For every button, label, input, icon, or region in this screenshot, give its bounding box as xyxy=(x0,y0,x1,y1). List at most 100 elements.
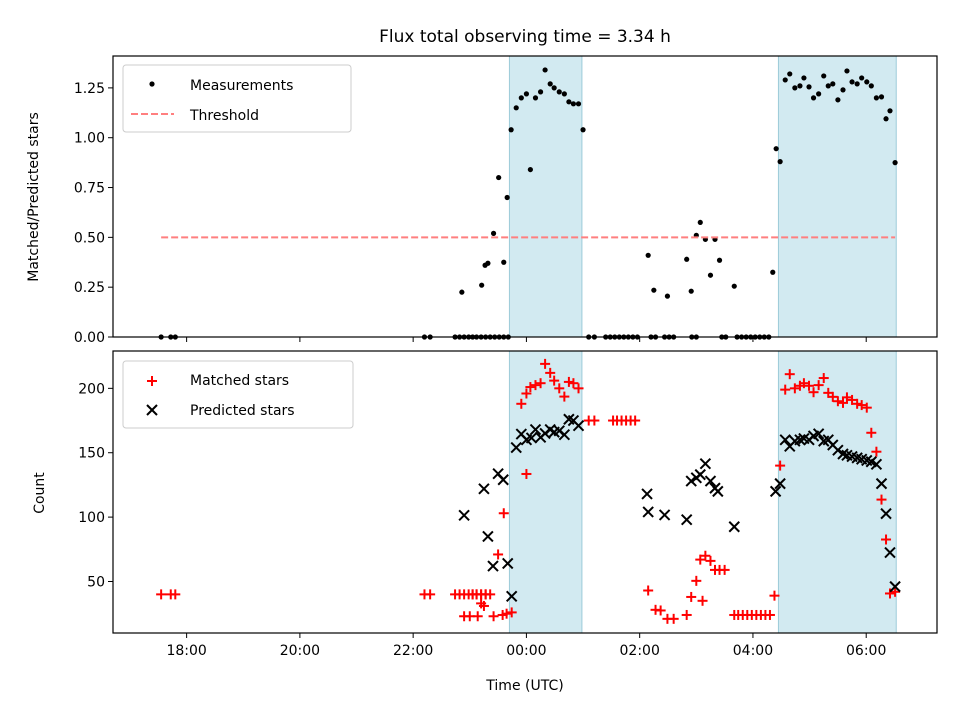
legend-label-matched: Matched stars xyxy=(190,373,289,389)
legend-top: Measurements Threshold xyxy=(122,64,352,133)
matched-star-point xyxy=(784,369,795,380)
measurement-point xyxy=(868,83,874,89)
measurement-point xyxy=(777,159,783,165)
predicted-star-point xyxy=(497,474,509,486)
predicted-star-point xyxy=(502,557,514,570)
matched-star-point xyxy=(884,588,895,599)
predicted-star-point xyxy=(837,448,849,460)
measurement-point xyxy=(532,95,539,101)
measurement-point xyxy=(580,127,586,133)
matched-star-point xyxy=(156,589,167,600)
measurement-point xyxy=(859,75,865,81)
matched-star-point xyxy=(789,383,800,394)
measurement-point xyxy=(570,101,577,107)
matched-star-point xyxy=(798,378,809,389)
y-tick-label: 150 xyxy=(78,446,105,462)
predicted-star-point xyxy=(680,513,693,526)
measurement-point xyxy=(479,282,485,288)
legend-marker-measurements xyxy=(149,81,155,87)
matched-star-point xyxy=(876,494,887,505)
measurement-point xyxy=(542,67,548,73)
matched-star-point xyxy=(881,534,892,545)
matched-star-point xyxy=(804,380,815,391)
x-tick-label: 04:00 xyxy=(733,643,773,659)
predicted-star-point xyxy=(889,580,901,593)
measurement-point xyxy=(551,85,557,91)
matched-star-point xyxy=(568,378,579,389)
y-tick-label: 200 xyxy=(78,381,105,397)
predicted-star-point xyxy=(875,477,888,490)
measurement-point xyxy=(485,260,491,266)
matched-star-point xyxy=(563,376,574,387)
measurement-point xyxy=(508,127,514,133)
matched-star-point xyxy=(559,391,570,402)
measurement-point xyxy=(844,68,850,74)
matched-star-point xyxy=(530,380,541,391)
predicted-star-point xyxy=(529,423,542,436)
y-tick-label: 0.75 xyxy=(74,181,105,197)
shaded-interval xyxy=(508,350,583,634)
predicted-star-point xyxy=(779,434,791,446)
shaded-interval xyxy=(777,350,897,634)
measurement-point xyxy=(816,91,822,97)
measurement-point xyxy=(892,160,898,166)
matched-star-point xyxy=(686,591,697,602)
predicted-star-point xyxy=(812,428,825,440)
measurement-point xyxy=(770,269,776,275)
predicted-star-point xyxy=(478,483,490,495)
measurement-point xyxy=(707,272,714,278)
measurement-point xyxy=(840,87,846,93)
legend-marker-matched xyxy=(147,376,157,386)
matched-star-point xyxy=(170,589,181,600)
x-tick-label: 02:00 xyxy=(620,643,660,659)
measurement-point xyxy=(547,81,553,87)
measurement-point xyxy=(645,252,651,258)
matched-star-point xyxy=(827,391,838,402)
matched-star-point xyxy=(573,383,584,394)
matched-star-point xyxy=(775,460,786,471)
matched-star-point xyxy=(818,373,829,384)
measurement-point xyxy=(513,105,519,111)
x-tick-label: 22:00 xyxy=(393,643,433,659)
predicted-star-point xyxy=(880,507,892,520)
predicted-star-point xyxy=(699,457,712,470)
measurement-point xyxy=(537,89,544,95)
matched-star-point xyxy=(697,595,708,606)
measurement-point xyxy=(782,77,788,83)
measurement-point xyxy=(684,256,690,262)
predicted-star-point xyxy=(870,458,883,471)
measurement-point xyxy=(731,283,737,289)
measurement-point xyxy=(873,95,880,101)
shaded-interval xyxy=(777,55,897,338)
matched-star-point xyxy=(493,549,504,560)
measurement-point xyxy=(716,257,723,263)
chart-title: Flux total observing time = 3.34 h xyxy=(379,27,671,47)
x-axis-label: Time (UTC) xyxy=(485,678,563,694)
measurement-point xyxy=(830,81,836,87)
matched-star-point xyxy=(498,508,509,519)
matched-star-point xyxy=(866,427,877,438)
matched-star-point xyxy=(478,600,489,611)
matched-star-point xyxy=(691,575,702,586)
predicted-star-point xyxy=(641,488,653,500)
matched-star-point xyxy=(630,415,641,426)
matched-star-point xyxy=(719,564,730,575)
y-tick-label: 50 xyxy=(87,574,105,590)
matched-star-point xyxy=(837,397,848,408)
matched-star-point xyxy=(769,590,780,601)
matched-star-point xyxy=(705,555,716,566)
matched-star-point xyxy=(668,613,679,624)
measurement-point xyxy=(688,288,694,294)
measurement-point xyxy=(490,230,497,236)
matched-star-point xyxy=(890,586,901,597)
measurement-point xyxy=(797,83,803,89)
axes-frame xyxy=(112,350,938,634)
measurement-point xyxy=(883,116,889,122)
matched-star-point xyxy=(813,380,824,391)
predicted-star-point xyxy=(505,590,518,603)
legend-marker-predicted xyxy=(146,404,158,416)
predicted-star-point xyxy=(510,441,522,454)
predicted-star-point xyxy=(558,428,571,441)
measurement-point xyxy=(664,293,671,299)
